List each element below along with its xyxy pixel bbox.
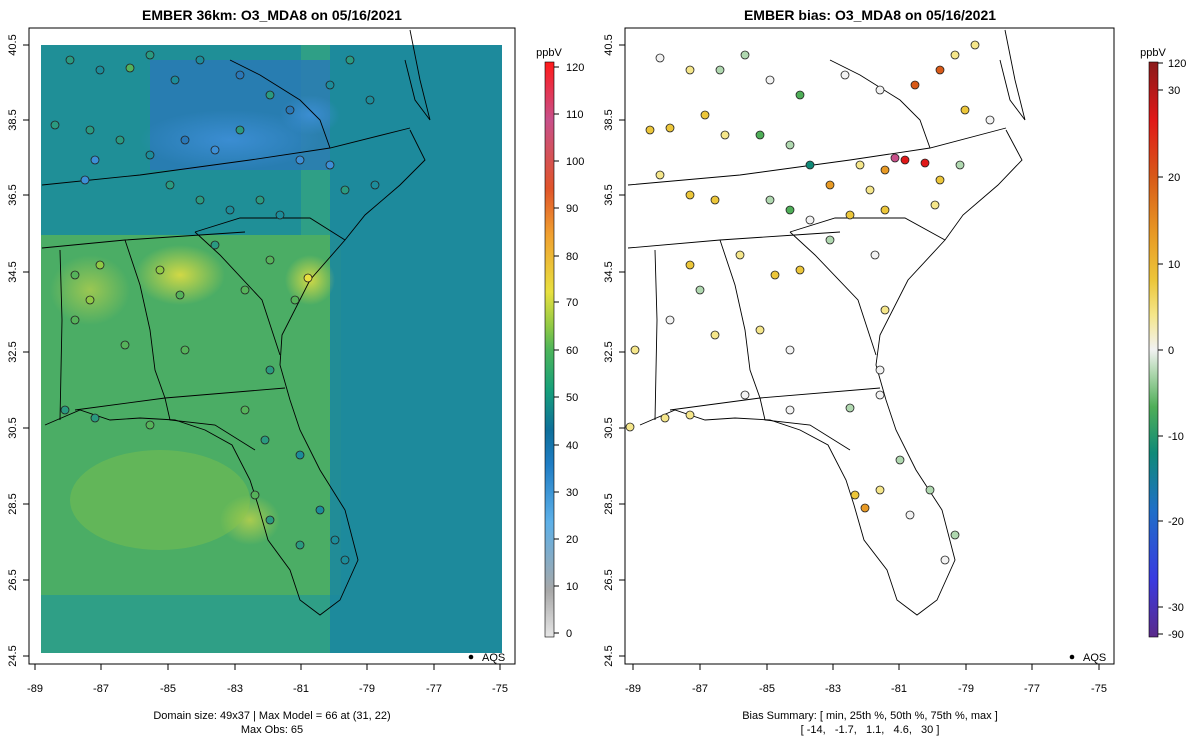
- right-x-tick: -87: [692, 683, 708, 695]
- left-colorbar-tick: 60: [566, 345, 578, 357]
- left-boundaries: [41, 29, 431, 616]
- left-y-tick: 34.5: [7, 261, 19, 282]
- right-frame: [624, 27, 1115, 665]
- right-y-tick: 24.5: [603, 645, 615, 666]
- right-colorbar-tick: -90: [1168, 629, 1184, 641]
- right-x-tick: -83: [825, 683, 841, 695]
- right-colorbar-tick: -30: [1168, 602, 1184, 614]
- left-footer-2: Max Obs: 65: [241, 724, 303, 736]
- left-colorbar-tick: 70: [566, 297, 578, 309]
- right-y-tick: 30.5: [603, 417, 615, 438]
- left-colorbar-tick: 10: [566, 581, 578, 593]
- left-panel: EMBER 36km: O3_MDA8 on 05/16/2021: [7, 7, 584, 736]
- right-colorbar: ppbV 120 30 20 10 0 -10 -20 -30 -90: [1140, 47, 1186, 641]
- left-colorbar-tick: 0: [566, 628, 572, 640]
- right-colorbar-tick: -20: [1168, 516, 1184, 528]
- left-x-tick: -89: [27, 683, 43, 695]
- left-colorbar-tick: 20: [566, 534, 578, 546]
- right-x-tick: -81: [891, 683, 907, 695]
- right-title: EMBER bias: O3_MDA8 on 05/16/2021: [744, 7, 996, 23]
- left-colorbar-tick: 80: [566, 251, 578, 263]
- right-y-tick: 34.5: [603, 261, 615, 282]
- left-y-tick: 36.5: [7, 184, 19, 205]
- right-boundaries: [627, 29, 1026, 616]
- left-colorbar-tick: 120: [566, 62, 584, 74]
- right-y-tick: 38.5: [603, 109, 615, 130]
- left-map: AQS: [29, 28, 515, 664]
- right-x-tick: -79: [958, 683, 974, 695]
- right-x-tick: -77: [1024, 683, 1040, 695]
- left-colorbar: ppbV 120 110 100 90 80 70 60 50 40 30 20…: [536, 47, 584, 640]
- right-y-tick: 32.5: [603, 341, 615, 362]
- left-x-tick: -81: [293, 683, 309, 695]
- left-colorbar-tick: 50: [566, 392, 578, 404]
- left-x-tick: -79: [359, 683, 375, 695]
- left-colorbar-unit: ppbV: [536, 47, 562, 59]
- right-y-tick: 40.5: [603, 34, 615, 55]
- right-colorbar-tick: 20: [1168, 172, 1180, 184]
- right-x-tick: -89: [625, 683, 641, 695]
- left-y-axis: 24.5 26.5 28.5 30.5 32.5 34.5 36.5 38.5 …: [7, 34, 29, 667]
- right-colorbar-tick: 120: [1168, 58, 1186, 70]
- left-x-axis: -89 -87 -85 -83 -81 -79 -77 -75: [27, 664, 508, 695]
- left-y-tick: 26.5: [7, 569, 19, 590]
- left-legend-label: AQS: [482, 652, 505, 664]
- left-y-tick: 38.5: [7, 109, 19, 130]
- left-footer-1: Domain size: 49x37 | Max Model = 66 at (…: [153, 710, 390, 722]
- right-y-tick: 36.5: [603, 184, 615, 205]
- left-colorbar-tick: 90: [566, 203, 578, 215]
- right-map: AQS: [625, 28, 1114, 664]
- left-y-tick: 40.5: [7, 34, 19, 55]
- left-title: EMBER 36km: O3_MDA8 on 05/16/2021: [142, 7, 402, 23]
- left-colorbar-tick: 30: [566, 487, 578, 499]
- right-x-axis: -89 -87 -85 -83 -81 -79 -77 -75: [625, 664, 1107, 695]
- left-colorbar-tick: 110: [566, 109, 584, 121]
- left-x-tick: -75: [492, 683, 508, 695]
- left-y-tick: 24.5: [7, 645, 19, 666]
- left-y-tick: 30.5: [7, 417, 19, 438]
- left-colorbar-tick: 40: [566, 440, 578, 452]
- right-x-tick: -85: [759, 683, 775, 695]
- left-y-tick: 32.5: [7, 341, 19, 362]
- left-x-tick: -83: [227, 683, 243, 695]
- right-colorbar-tick: 30: [1168, 85, 1180, 97]
- right-y-tick: 26.5: [603, 569, 615, 590]
- left-stations: [50, 50, 380, 565]
- right-y-axis: 24.5 26.5 28.5 30.5 32.5 34.5 36.5 38.5 …: [603, 34, 625, 667]
- right-colorbar-unit: ppbV: [1140, 47, 1166, 59]
- right-footer-1: Bias Summary: [ min, 25th %, 50th %, 75t…: [742, 710, 998, 722]
- left-x-tick: -77: [426, 683, 442, 695]
- right-stations: [625, 40, 995, 565]
- right-footer-2: [ -14, -1.7, 1.1, 4.6, 30 ]: [801, 724, 940, 736]
- left-y-tick: 28.5: [7, 493, 19, 514]
- right-legend-label: AQS: [1083, 652, 1106, 664]
- right-panel: EMBER bias: O3_MDA8 on 05/16/2021: [603, 7, 1186, 736]
- left-x-tick: -87: [93, 683, 109, 695]
- right-y-tick: 28.5: [603, 493, 615, 514]
- right-colorbar-tick: -10: [1168, 431, 1184, 443]
- right-x-tick: -75: [1091, 683, 1107, 695]
- left-frame: [28, 27, 516, 665]
- left-colorbar-tick: 100: [566, 156, 584, 168]
- left-x-tick: -85: [160, 683, 176, 695]
- right-colorbar-tick: 0: [1168, 345, 1174, 357]
- right-colorbar-tick: 10: [1168, 259, 1180, 271]
